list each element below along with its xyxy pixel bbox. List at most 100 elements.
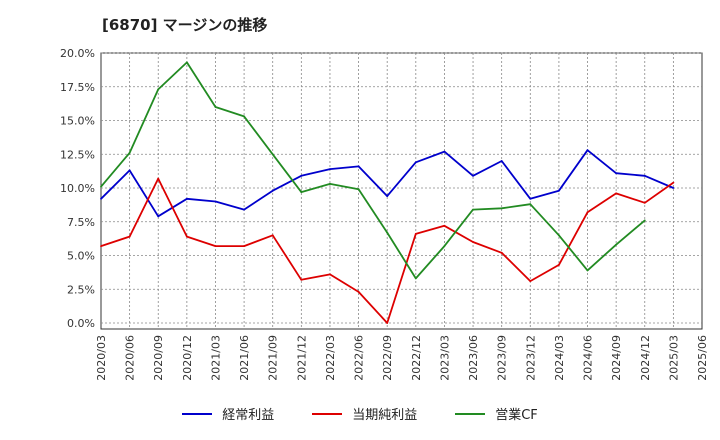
- data-point: [643, 201, 646, 204]
- data-point: [615, 192, 617, 195]
- chart-title: [6870] マージンの推移: [102, 16, 268, 34]
- x-tick-label: 2023/06: [467, 335, 480, 381]
- data-point: [386, 231, 389, 234]
- data-point: [271, 234, 274, 237]
- data-point: [100, 185, 102, 188]
- data-point: [243, 115, 246, 118]
- x-tick-label: 2020/12: [181, 335, 194, 381]
- legend-label: 当期純利益: [352, 408, 418, 423]
- data-point: [414, 161, 417, 164]
- data-point: [214, 106, 217, 108]
- x-tick-label: 2022/09: [381, 335, 394, 381]
- data-point: [100, 197, 102, 200]
- data-point: [643, 174, 646, 177]
- data-point: [300, 191, 303, 194]
- data-point: [386, 195, 389, 198]
- x-tick-label: 2023/03: [438, 335, 451, 381]
- data-point: [586, 269, 589, 272]
- data-point: [586, 211, 589, 214]
- legend: 経常利益 当期純利益 営業CF: [0, 404, 720, 423]
- x-tick-label: 2020/03: [95, 335, 108, 381]
- data-point: [615, 172, 617, 175]
- data-point: [186, 61, 188, 64]
- x-tick-label: 2024/03: [553, 335, 566, 381]
- y-tick-label: 5.0%: [67, 250, 95, 263]
- y-tick-label: 2.5%: [67, 283, 95, 296]
- y-tick-label: 10.0%: [60, 182, 95, 195]
- data-point: [243, 208, 246, 211]
- x-tick-label: 2021/12: [295, 335, 308, 381]
- data-point: [443, 245, 446, 248]
- data-point: [329, 168, 331, 171]
- y-tick-labels: 20.0% 17.5% 15.0% 12.5% 10.0% 7.5% 5.0% 2.5% 0.0…: [60, 47, 95, 330]
- x-tick-label: 2025/06: [696, 335, 709, 381]
- data-point: [500, 251, 503, 254]
- data-point: [443, 224, 446, 227]
- legend-item: 営業CF: [455, 404, 538, 423]
- data-point: [500, 207, 503, 210]
- y-tick-label: 0.0%: [67, 317, 95, 330]
- data-point: [186, 235, 188, 238]
- data-point: [643, 219, 646, 222]
- data-point: [157, 88, 160, 91]
- data-point: [271, 189, 274, 192]
- data-point: [414, 277, 417, 280]
- data-point: [357, 165, 360, 168]
- x-tick-labels: 2020/03 2020/06 2020/09 2020/12 2021/03 2021/…: [95, 335, 709, 381]
- data-point: [300, 174, 303, 177]
- legend-label: 経常利益: [222, 408, 275, 423]
- x-tick-label: 2025/03: [667, 335, 680, 381]
- y-tick-label: 7.5%: [67, 216, 95, 229]
- data-point: [472, 208, 474, 211]
- data-point: [128, 235, 131, 238]
- data-point: [558, 264, 560, 266]
- data-point: [186, 197, 188, 200]
- data-point: [529, 280, 532, 282]
- y-tick-label: 20.0%: [60, 47, 95, 60]
- y-tick-label: 12.5%: [60, 148, 95, 161]
- data-point: [214, 200, 217, 203]
- data-point: [157, 215, 160, 218]
- data-point: [157, 177, 160, 180]
- legend-swatch: [182, 412, 213, 415]
- x-tick-label: 2020/09: [152, 335, 165, 381]
- data-point: [472, 241, 474, 243]
- x-tick-label: 2024/12: [639, 335, 652, 381]
- grid-lines: [101, 52, 702, 329]
- data-point: [243, 245, 246, 248]
- x-tick-label: 2021/09: [267, 335, 280, 381]
- data-point: [386, 322, 389, 324]
- x-tick-label: 2024/06: [582, 335, 595, 381]
- data-point: [329, 183, 331, 185]
- legend-swatch: [312, 412, 343, 415]
- series-line-3: [100, 61, 646, 280]
- data-point: [128, 169, 131, 172]
- data-point: [100, 245, 102, 248]
- data-point: [357, 291, 360, 293]
- y-tick-label: 15.0%: [60, 115, 95, 128]
- y-tick-label: 17.5%: [60, 81, 95, 94]
- legend-label: 営業CF: [495, 408, 538, 423]
- x-tick-label: 2022/06: [353, 335, 366, 381]
- data-point: [529, 197, 532, 200]
- data-point: [558, 234, 560, 237]
- legend-swatch: [455, 412, 486, 415]
- data-point: [529, 203, 532, 206]
- data-point: [271, 153, 274, 156]
- legend-item: 経常利益: [182, 404, 274, 423]
- data-point: [586, 149, 589, 152]
- legend-item: 当期純利益: [312, 404, 417, 423]
- data-point: [300, 278, 303, 281]
- x-tick-label: 2024/09: [610, 335, 623, 381]
- data-point: [128, 152, 131, 154]
- data-point: [472, 174, 474, 177]
- x-tick-label: 2021/03: [209, 335, 222, 381]
- line-chart: 20.0% 17.5% 15.0% 12.5% 10.0% 7.5% 5.0% 2.5% 0.0…: [60, 47, 709, 381]
- data-point: [500, 160, 503, 162]
- data-point: [615, 243, 617, 246]
- x-tick-label: 2023/12: [524, 335, 537, 381]
- series-lines: [100, 61, 675, 324]
- x-tick-label: 2020/06: [124, 335, 137, 381]
- data-point: [329, 273, 331, 276]
- data-point: [558, 189, 560, 192]
